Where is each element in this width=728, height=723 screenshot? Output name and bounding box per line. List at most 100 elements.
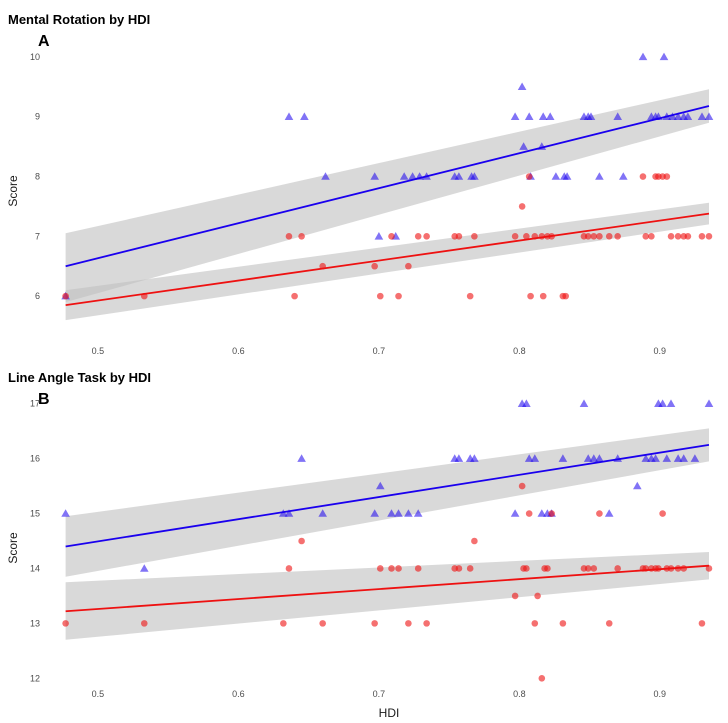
panel-a-circle-point (698, 233, 706, 240)
panel-a-confidence-band-2 (65, 202, 710, 321)
panel-b-triangle-point (589, 454, 599, 462)
panel-b-x-tick-label: 0.6 (232, 689, 245, 699)
panel-b-circle-point (548, 510, 555, 517)
panel-a-circle-point (523, 233, 530, 240)
panel-b-fit-line-2 (65, 564, 710, 613)
panel-a-circle-point (291, 292, 298, 300)
panel-a-triangle-point (519, 142, 528, 150)
panel-b-triangle-point (413, 509, 423, 517)
panel-b-circle-point (405, 620, 412, 627)
panel-b-circle-point (388, 565, 395, 572)
panel-a-triangle-point (470, 172, 479, 180)
panel-a-y-tick-label: 9 (35, 112, 40, 122)
panel-b-y-tick-label: 17 (30, 399, 40, 409)
panel-a-circle-point (590, 233, 598, 240)
panel-b-triangle-point (666, 399, 676, 407)
panel-b-triangle-point (524, 454, 534, 462)
panel-b-triangle-point (679, 454, 688, 462)
panel-a-circle-point (423, 233, 430, 240)
panel-b-triangle-point (662, 454, 672, 462)
panel-b-circle-point (423, 620, 430, 627)
panel-b-circle-point (584, 565, 592, 572)
panel-b-circle-point (705, 565, 713, 572)
panel-b-x-tick-label: 0.5 (92, 689, 105, 699)
panel-a-circle-point (539, 292, 547, 300)
panel-b-y-tick-label: 14 (30, 563, 40, 573)
panel-b-triangle-point (140, 564, 149, 572)
panel-b-triangle-point (61, 509, 70, 517)
panel-a-circle-point (511, 233, 519, 240)
panel-b-title: Line Angle Task by HDI (8, 370, 151, 385)
panel-b-x-tick-label: 0.7 (373, 689, 386, 699)
panel-a-circle-point (395, 292, 402, 300)
panel-a-x-tick-label: 0.9 (654, 346, 667, 356)
panel-b-circle-point (395, 565, 402, 572)
panel-a-triangle-point (374, 232, 384, 240)
panel-a-triangle-point (613, 112, 622, 120)
panel-b-y-tick-label: 13 (30, 618, 40, 628)
panel-a-triangle-point (551, 172, 561, 180)
panel-a-y-tick-label: 10 (30, 52, 40, 62)
panel-a-circle-point (527, 292, 534, 300)
panel-a-circle-point (455, 233, 463, 240)
panel-a-triangle-point (638, 52, 648, 61)
panel-b-circle-point (466, 565, 474, 572)
panel-b-circle-point (511, 592, 519, 600)
panel-a-triangle-point (454, 172, 464, 180)
panel-a-circle-point (414, 233, 422, 240)
panel-b-circle-point (414, 565, 422, 572)
panel-a-triangle-point (673, 112, 683, 120)
panel-a-circle-point (466, 292, 474, 300)
panel-b-y-tick-label: 12 (30, 673, 40, 683)
panel-a-y-tick-label: 7 (35, 231, 40, 241)
panel-b-triangle-point (579, 399, 589, 407)
panel-a-x-tick-label: 0.8 (513, 346, 526, 356)
panel-b-triangle-point (595, 454, 604, 462)
panel-a-circle-point (663, 173, 671, 180)
panel-a-x-tick-label: 0.6 (232, 346, 245, 356)
panel-b-circle-point (659, 510, 666, 517)
panel-a-circle-point (518, 203, 526, 210)
panel-a-title: Mental Rotation by HDI (8, 12, 150, 27)
panel-a-fit-line-1 (65, 105, 710, 268)
panel-a-triangle-point (683, 112, 693, 120)
panel-a-triangle-point (545, 112, 555, 120)
panel-b-triangle-point (297, 454, 306, 462)
panel-b-circle-point (523, 565, 530, 572)
panel-b-triangle-point (510, 509, 520, 517)
panel-b-confidence-band-1 (65, 428, 710, 577)
panel-b-circle-point (525, 510, 533, 517)
panel-b-x-axis-label: HDI (379, 706, 400, 720)
panel-b-circle-point (371, 620, 378, 627)
panel-b-x-tick-label: 0.8 (513, 689, 526, 699)
panel-b-circle-point (531, 620, 539, 627)
panel-a-circle-point (705, 233, 713, 240)
panel-a-fit-line-2 (65, 212, 710, 306)
panel-b-circle-point (471, 537, 478, 545)
panel-a: Mental Rotation by HDI A Score 0.5 0.6 0.7… (6, 12, 714, 356)
panel-b-circle-point (280, 620, 287, 627)
panel-a-triangle-point (704, 112, 714, 120)
panel-a-circle-point (667, 233, 675, 240)
panel-b-triangle-point (651, 454, 660, 462)
panel-b-triangle-point (704, 399, 714, 407)
panel-a-circle-point (642, 233, 650, 240)
panel-b-x-tick-label: 0.9 (654, 689, 667, 699)
panel-b-circle-point (455, 565, 463, 572)
panel-a-circle-point (605, 233, 613, 240)
panel-a-triangle-point (300, 112, 309, 120)
panel-a-triangle-point (697, 112, 707, 120)
panel-a-triangle-point (619, 172, 628, 180)
panel-a-circle-point (298, 233, 305, 240)
panel-a-triangle-point (524, 112, 534, 120)
panel-a-circle-point (525, 173, 533, 180)
panel-a-label: A (38, 33, 50, 50)
panel-a-triangle-point (595, 172, 604, 180)
panel-a-circle-point (614, 233, 621, 240)
panel-b-triangle-point (583, 454, 593, 462)
panel-b-circle-point (285, 565, 293, 572)
panel-b-triangle-point (690, 454, 700, 462)
panel-a-triangle-point (668, 112, 677, 120)
panel-b-y-tick-label: 16 (30, 454, 40, 464)
panel-b-circle-point (559, 620, 567, 627)
